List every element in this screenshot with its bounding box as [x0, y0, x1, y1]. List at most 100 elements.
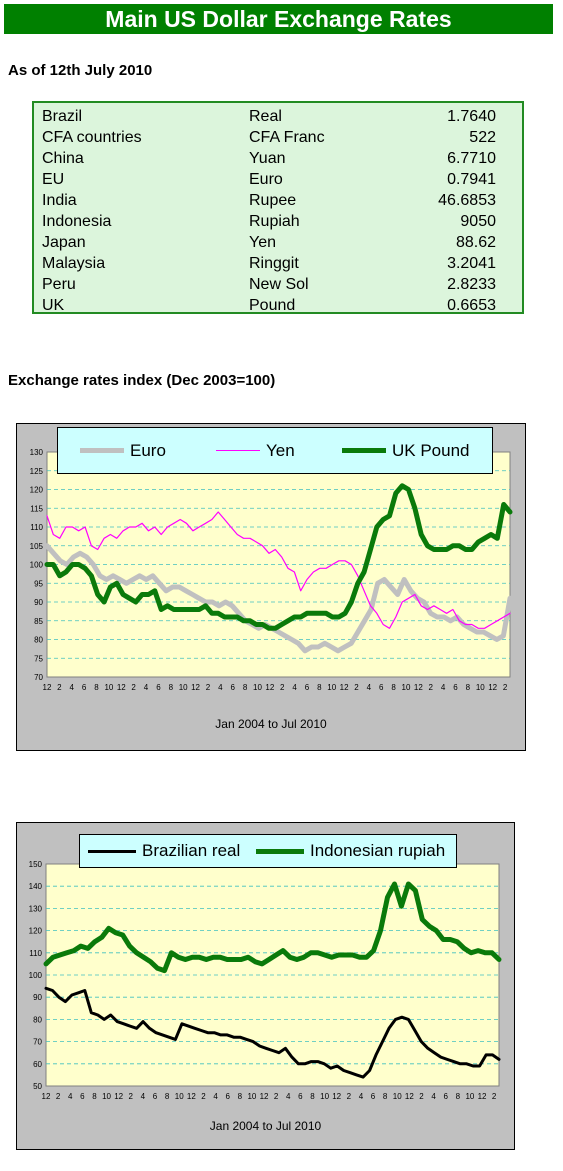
x-tick-label: 10	[102, 1092, 111, 1101]
x-tick-label: 2	[419, 1092, 424, 1101]
series-line-1	[46, 511, 511, 629]
x-tick-label: 2	[354, 683, 359, 692]
y-tick-label: 140	[29, 882, 43, 891]
y-tick-label: 70	[34, 673, 43, 682]
rates-country: UK	[42, 297, 65, 314]
x-tick-label: 12	[191, 683, 200, 692]
rates-value: 6.7710	[447, 150, 496, 167]
y-tick-label: 90	[34, 598, 43, 607]
x-tick-label: 4	[144, 683, 149, 692]
y-tick-label: 100	[30, 561, 44, 570]
x-tick-label: 2	[201, 1092, 206, 1101]
x-tick-label: 2	[131, 683, 136, 692]
x-tick-label: 2	[280, 683, 285, 692]
y-tick-label: 75	[34, 654, 43, 663]
series-line-0	[44, 543, 513, 654]
series-line-2	[44, 483, 513, 631]
x-tick-label: 6	[371, 1092, 376, 1101]
rates-value: 0.7941	[447, 171, 496, 188]
x-tick-label: 6	[153, 1092, 158, 1101]
x-tick-label: 8	[169, 683, 174, 692]
rates-country: Peru	[42, 276, 76, 293]
y-tick-label: 110	[30, 523, 43, 532]
y-tick-label: 115	[30, 504, 43, 513]
rates-value: 9050	[460, 213, 496, 230]
x-tick-label: 10	[247, 1092, 256, 1101]
y-tick-label: 100	[29, 971, 43, 980]
series-line-1	[43, 881, 502, 974]
y-tick-label: 60	[33, 1060, 42, 1069]
x-tick-label: 12	[42, 1092, 51, 1101]
x-tick-label: 2	[274, 1092, 279, 1101]
rates-value: 46.6853	[438, 192, 496, 209]
y-tick-label: 130	[29, 904, 43, 913]
x-tick-label: 8	[94, 683, 99, 692]
rates-currency: Pound	[249, 297, 296, 314]
legend-item: Indonesian rupiah	[256, 835, 445, 867]
x-tick-label: 10	[402, 683, 411, 692]
x-tick-label: 12	[414, 683, 423, 692]
series-line-0	[44, 986, 501, 1079]
rates-row: China Yuan 6.7710	[42, 148, 522, 169]
x-tick-label: 4	[286, 1092, 291, 1101]
x-tick-label: 12	[478, 1092, 487, 1101]
rates-row: Indonesia Rupiah 9050	[42, 211, 522, 232]
x-tick-label: 6	[305, 683, 310, 692]
legend-label: Yen	[266, 440, 295, 460]
rates-row: Brazil Real 1.7640	[42, 106, 522, 127]
x-tick-label: 6	[453, 683, 458, 692]
x-tick-label: 8	[456, 1092, 461, 1101]
x-tick-label: 10	[320, 1092, 329, 1101]
x-tick-label: 4	[367, 683, 372, 692]
x-tick-label: 12	[265, 683, 274, 692]
rates-value: 2.8233	[447, 276, 496, 293]
x-tick-label: 8	[310, 1092, 315, 1101]
rates-country: Japan	[42, 234, 86, 251]
rates-currency: Euro	[249, 171, 283, 188]
rates-currency: CFA Franc	[249, 129, 325, 146]
chart2-xlabel: Jan 2004 to Jul 2010	[209, 1119, 322, 1133]
x-tick-label: 2	[492, 1092, 497, 1101]
rates-row: India Rupee 46.6853	[42, 190, 522, 211]
rates-country: Malaysia	[42, 255, 106, 272]
as-of-date: As of 12th July 2010	[8, 62, 153, 79]
rates-row: EU Euro 0.7941	[42, 169, 522, 190]
x-tick-label: 8	[391, 683, 396, 692]
x-tick-label: 12	[260, 1092, 269, 1101]
rates-country: China	[42, 150, 84, 167]
x-tick-label: 12	[117, 683, 126, 692]
x-tick-label: 10	[327, 683, 336, 692]
x-tick-label: 6	[225, 1092, 230, 1101]
x-tick-label: 6	[156, 683, 161, 692]
x-tick-label: 4	[441, 683, 446, 692]
rates-currency: Ringgit	[249, 255, 299, 272]
x-tick-label: 12	[340, 683, 349, 692]
x-tick-label: 12	[332, 1092, 341, 1101]
y-tick-label: 80	[34, 636, 43, 645]
x-tick-label: 2	[503, 683, 508, 692]
x-tick-label: 12	[114, 1092, 123, 1101]
legend-item: UK Pound	[342, 428, 470, 473]
rates-value: 0.6653	[447, 297, 496, 314]
x-tick-label: 10	[393, 1092, 402, 1101]
x-tick-label: 2	[56, 1092, 61, 1101]
x-tick-label: 6	[443, 1092, 448, 1101]
rates-currency: Rupee	[249, 192, 297, 209]
x-tick-label: 2	[129, 1092, 134, 1101]
y-tick-label: 80	[33, 1015, 42, 1024]
x-tick-label: 12	[187, 1092, 196, 1101]
y-tick-label: 85	[34, 617, 43, 626]
rates-row: UK Pound 0.6653	[42, 295, 522, 316]
x-tick-label: 12	[405, 1092, 414, 1101]
x-tick-label: 2	[347, 1092, 352, 1101]
rates-currency: Real	[249, 108, 282, 125]
index-heading: Exchange rates index (Dec 2003=100)	[8, 372, 276, 389]
chart-euro-yen-pound: 70 75 80 85 90 95 100 105 110 115 120 125 130 12 2 4 6 8 1…	[16, 423, 526, 751]
x-tick-label: 6	[298, 1092, 303, 1101]
y-tick-label: 130	[30, 448, 44, 457]
legend-label: UK Pound	[392, 440, 470, 460]
y-tick-label: 120	[29, 927, 43, 936]
x-tick-label: 10	[253, 683, 262, 692]
